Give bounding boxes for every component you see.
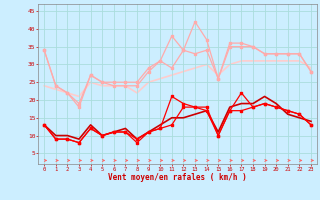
X-axis label: Vent moyen/en rafales ( km/h ): Vent moyen/en rafales ( km/h )	[108, 173, 247, 182]
